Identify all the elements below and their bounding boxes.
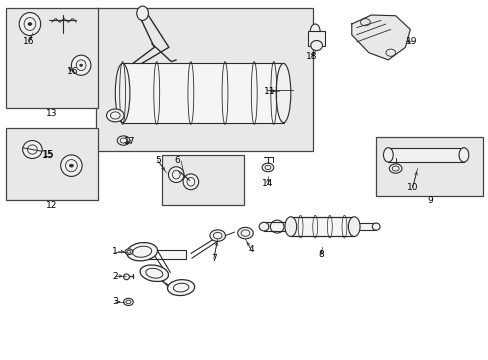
Text: 4: 4 [248, 246, 254, 255]
Ellipse shape [285, 217, 296, 237]
Ellipse shape [28, 23, 32, 26]
Ellipse shape [115, 63, 130, 123]
Ellipse shape [140, 265, 168, 282]
Text: 15: 15 [42, 150, 54, 159]
Text: 10: 10 [406, 183, 418, 192]
Text: 8: 8 [318, 250, 323, 259]
Ellipse shape [137, 6, 148, 21]
Text: 11: 11 [264, 86, 275, 95]
Ellipse shape [168, 167, 183, 183]
Ellipse shape [22, 140, 42, 158]
Ellipse shape [237, 227, 253, 239]
Ellipse shape [80, 64, 82, 66]
Ellipse shape [262, 163, 273, 172]
Text: 12: 12 [46, 201, 58, 210]
Polygon shape [351, 15, 409, 60]
Ellipse shape [167, 280, 194, 296]
Bar [387, 148, 463, 162]
Ellipse shape [125, 249, 133, 255]
Ellipse shape [69, 164, 73, 167]
Ellipse shape [183, 174, 198, 190]
Ellipse shape [123, 274, 129, 280]
Ellipse shape [126, 243, 157, 261]
Text: 16: 16 [67, 67, 79, 76]
Ellipse shape [19, 13, 41, 36]
Bar [353, 223, 375, 230]
Ellipse shape [347, 217, 359, 237]
Text: 5: 5 [155, 156, 160, 165]
Text: 2: 2 [112, 271, 118, 280]
Bar [161, 155, 244, 205]
Ellipse shape [209, 230, 225, 241]
Text: 3: 3 [112, 297, 118, 306]
Bar [96, 8, 312, 151]
Bar [307, 31, 325, 45]
Text: 13: 13 [46, 109, 58, 118]
Ellipse shape [276, 63, 290, 123]
Ellipse shape [371, 223, 379, 230]
Ellipse shape [61, 155, 82, 176]
Ellipse shape [259, 222, 268, 231]
Ellipse shape [383, 148, 392, 162]
Text: 9: 9 [426, 196, 432, 205]
Text: 19: 19 [405, 37, 416, 46]
Ellipse shape [458, 148, 468, 162]
Text: 18: 18 [305, 52, 317, 61]
Ellipse shape [388, 164, 401, 173]
Text: 1: 1 [112, 247, 118, 256]
Text: 16: 16 [23, 37, 35, 46]
Ellipse shape [310, 41, 322, 50]
Text: 17: 17 [124, 137, 135, 146]
Text: 14: 14 [262, 179, 273, 188]
Bar [375, 137, 483, 196]
Text: 6: 6 [174, 157, 180, 166]
Bar [5, 128, 98, 200]
Text: 7: 7 [210, 255, 216, 264]
Ellipse shape [123, 298, 133, 306]
Bar [148, 250, 185, 259]
Ellipse shape [71, 55, 91, 75]
Bar [290, 217, 353, 237]
Bar [264, 222, 290, 231]
Ellipse shape [310, 24, 320, 39]
Bar [5, 8, 98, 108]
Ellipse shape [106, 109, 124, 122]
Ellipse shape [117, 136, 130, 145]
Text: 15: 15 [42, 150, 55, 160]
Bar [122, 63, 283, 123]
